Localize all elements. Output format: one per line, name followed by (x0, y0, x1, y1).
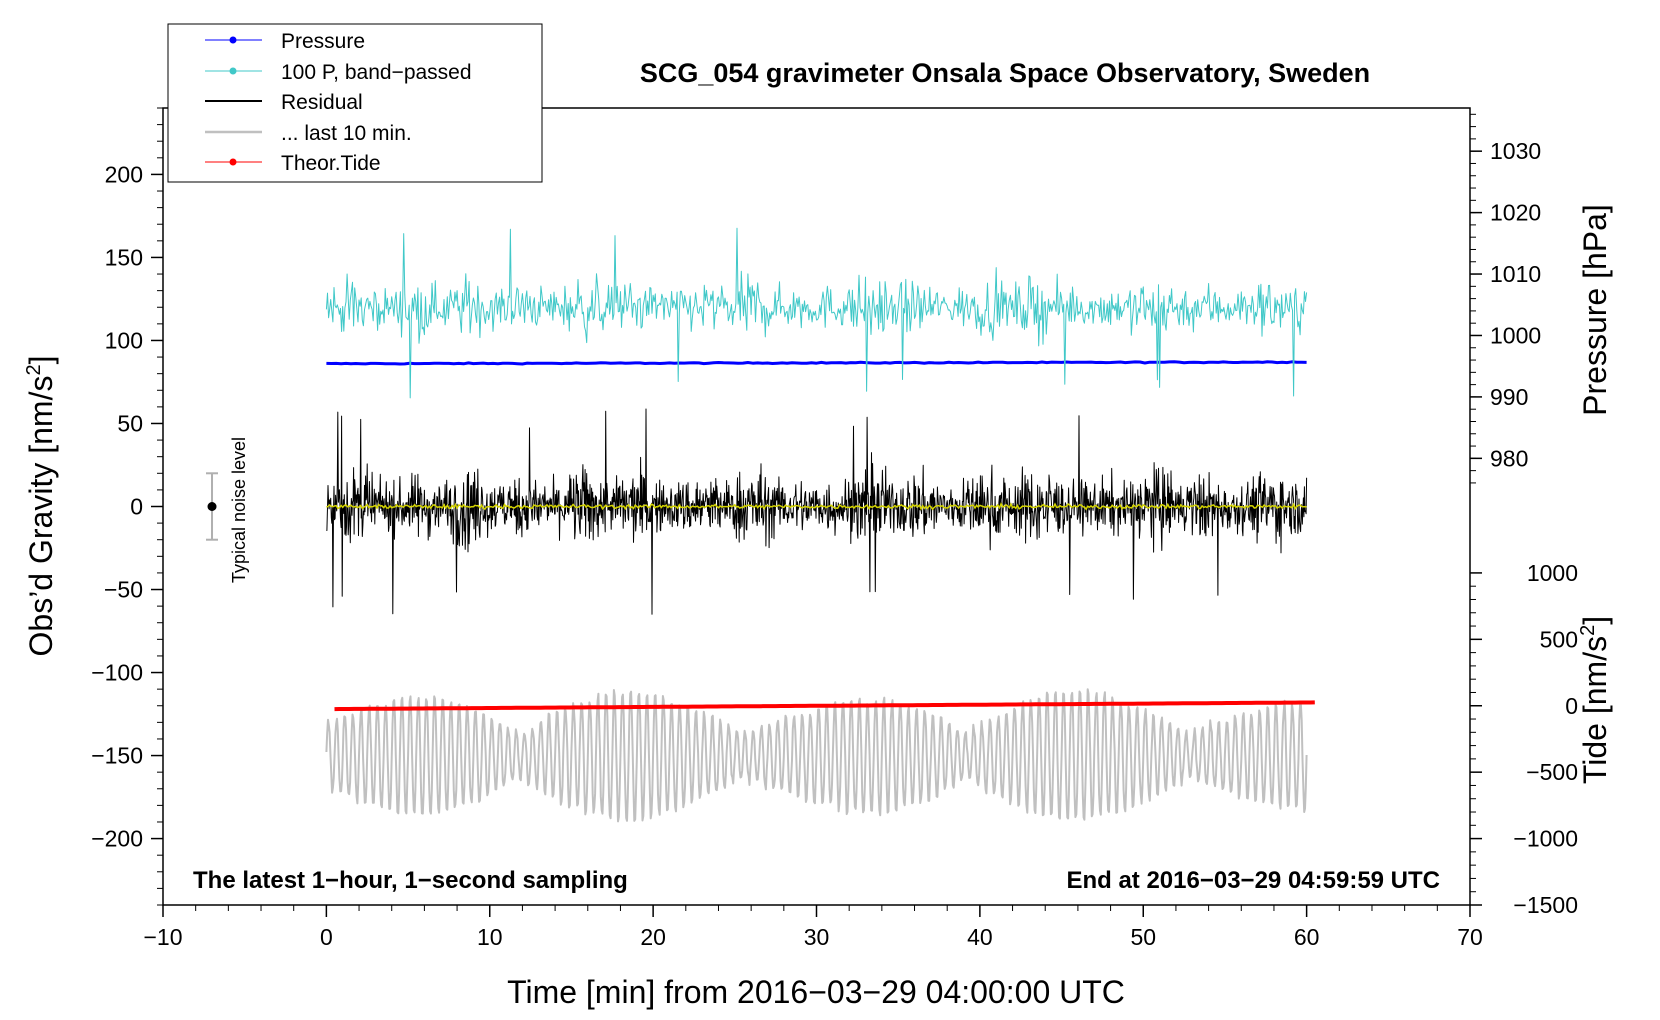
sampling-annotation: The latest 1−hour, 1−second sampling (193, 867, 628, 894)
pressure-tick-label: 1030 (1490, 138, 1541, 164)
tide-tick-label: 1000 (1527, 560, 1578, 586)
tide-tick-label: 500 (1540, 626, 1578, 652)
y-axis-pressure-title: Pressure [hPa] (1577, 204, 1613, 416)
y-left-tick-label: 200 (105, 161, 143, 187)
y-left-tick-label: −100 (91, 660, 143, 686)
svg-text:Residual: Residual (281, 91, 363, 114)
series-100-p-band-passed (325, 227, 1308, 399)
svg-text:Pressure: Pressure (281, 30, 365, 53)
svg-text:Theor.Tide: Theor.Tide (281, 152, 381, 175)
series-smoothed-residual (326, 502, 1307, 511)
y-axis-tide-title: Tide [nm/s2] (1577, 616, 1613, 784)
pressure-tick-label: 990 (1490, 384, 1528, 410)
tide-tick-label: −1000 (1513, 826, 1578, 852)
legend-item-theor-tide: Theor.Tide (205, 152, 381, 175)
legend-item-last-10-min: ... last 10 min. (205, 122, 412, 145)
series-residual (326, 408, 1308, 615)
x-tick-label: 30 (804, 924, 830, 950)
y-left-tick-label: 0 (130, 494, 143, 520)
x-tick-label: 0 (320, 924, 333, 950)
x-tick-label: 20 (640, 924, 666, 950)
y-left-tick-label: −200 (91, 826, 143, 852)
pressure-tick-label: 1010 (1490, 261, 1541, 287)
x-tick-label: 50 (1130, 924, 1156, 950)
legend-item-residual: Residual (205, 91, 363, 114)
legend-item-band-passed: 100 P, band−passed (205, 61, 472, 84)
ticks-layer: −10 0 10 20 30 40 50 60 70200150100500−50−100−15… (91, 107, 1578, 950)
noise-level-label: Typical noise level (229, 437, 249, 583)
legend-box (167, 23, 543, 183)
pressure-tick-label: 1000 (1490, 322, 1541, 348)
x-tick-label: 40 (967, 924, 993, 950)
tide-tick-label: −500 (1526, 759, 1578, 785)
chart-title: SCG_054 gravimeter Onsala Space Observat… (640, 58, 1370, 88)
tide-tick-label: −1500 (1513, 892, 1578, 918)
y-axis-left-title: Obs’d Gravity [nm/s2] (23, 356, 59, 657)
x-tick-label: 70 (1457, 924, 1483, 950)
x-axis-title: Time [min] from 2016−03−29 04:00:00 UTC (507, 974, 1125, 1010)
y-left-tick-label: 150 (105, 244, 143, 270)
noise-point (207, 502, 217, 511)
legend: Pressure 100 P, band−passed Residual ...… (167, 23, 543, 183)
svg-text:100 P, band−passed: 100 P, band−passed (281, 61, 472, 84)
x-tick-label: −10 (143, 924, 182, 950)
series-layer (325, 227, 1315, 823)
tide-tick-label: 0 (1565, 693, 1578, 719)
pressure-tick-label: 1020 (1490, 200, 1541, 226)
series-last-10-min (325, 688, 1308, 823)
legend-item-pressure: Pressure (205, 30, 365, 53)
series-pressure (326, 360, 1307, 366)
svg-text:... last 10 min.: ... last 10 min. (281, 122, 412, 145)
pressure-tick-label: 980 (1490, 445, 1528, 471)
y-left-tick-label: 50 (117, 410, 143, 436)
y-left-tick-label: −50 (104, 577, 143, 603)
y-left-tick-label: −150 (91, 743, 143, 769)
x-tick-label: 10 (477, 924, 503, 950)
x-tick-label: 60 (1294, 924, 1320, 950)
end-time-annotation: End at 2016−03−29 04:59:59 UTC (1066, 867, 1440, 894)
y-left-tick-label: 100 (105, 327, 143, 353)
series-theor-tide (334, 700, 1315, 712)
noise-marker (206, 472, 219, 541)
